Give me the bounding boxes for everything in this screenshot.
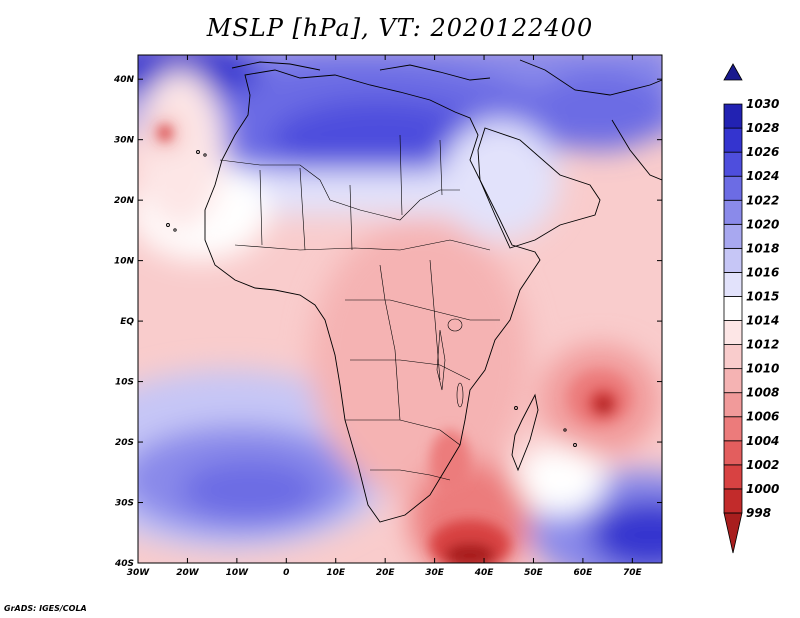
colorbar-label: 1002 [746, 458, 779, 472]
colorbar-label: 998 [746, 506, 771, 520]
colorbar-segment [723, 368, 743, 394]
colorbar-segment [723, 512, 743, 554]
lat-label: 10N [114, 257, 135, 267]
colorbar-segment [723, 392, 743, 418]
map-title: MSLP [hPa], VT: 2020122400 [206, 14, 594, 42]
colorbar-segment [723, 344, 743, 370]
colorbar-segment [723, 223, 743, 249]
colorbar-label: 1008 [746, 386, 779, 400]
lon-label: 10W [226, 568, 250, 578]
lon-label: 20W [176, 568, 200, 578]
colorbar-label: 1014 [746, 314, 779, 328]
colorbar-segment [723, 127, 743, 153]
colorbar-segment [723, 440, 743, 466]
colorbar-label: 1016 [746, 265, 779, 279]
lat-label: 40S [114, 559, 134, 569]
colorbar-segment [723, 151, 743, 177]
colorbar-label: 1010 [746, 362, 779, 376]
lon-label: 20E [376, 568, 396, 578]
colorbar-label: 1030 [746, 97, 779, 111]
colorbar-segment [723, 296, 743, 321]
lon-label: 10E [326, 568, 346, 578]
colorbar-segment [723, 247, 743, 273]
colorbar-segment [723, 63, 743, 81]
colorbar-label: 1028 [746, 121, 779, 135]
pressure-field [138, 55, 662, 563]
colorbar-segment [723, 199, 743, 225]
axis-ticks [137, 55, 662, 564]
colorbar-segment [723, 175, 743, 201]
colorbar-label: 1026 [746, 145, 779, 159]
colorbar-label: 1012 [746, 338, 779, 352]
colorbar-segment [723, 416, 743, 442]
colorbar-label: 1020 [746, 217, 779, 231]
credit-text: GrADS: IGES/COLA [4, 604, 87, 613]
lon-label: 70E [623, 568, 643, 578]
colorbar-segment [723, 488, 743, 514]
lat-label: 40N [113, 75, 135, 85]
lat-label: 30N [114, 136, 135, 146]
lon-label: 30E [425, 568, 445, 578]
lon-label: 40E [474, 568, 495, 578]
colorbar: 998 1000 1002 1004 1006 1008 1010 1012 1014 1015 1… [723, 63, 779, 554]
lat-label: 10S [115, 378, 134, 388]
colorbar-segment [723, 464, 743, 490]
latitude-axis: 40S 30S 20S 10S EQ 10N 20N 30N 40N [113, 75, 135, 569]
colorbar-label: 1018 [746, 241, 779, 255]
lat-label: 20S [115, 438, 134, 448]
colorbar-label: 1015 [746, 289, 779, 303]
colorbar-label: 1024 [746, 169, 779, 183]
lat-label: 30S [115, 499, 134, 509]
lon-label: 60E [574, 568, 594, 578]
map-frame [137, 54, 663, 564]
longitude-axis: 30W 20W 10W 0 10E 20E 30E 40E 50E 60E 70E [127, 568, 643, 578]
lon-label: 30W [127, 568, 151, 578]
colorbar-segment [723, 272, 743, 297]
lon-label: 0 [283, 568, 289, 578]
colorbar-label: 1022 [746, 193, 779, 207]
coastlines [166, 59, 662, 523]
lat-label: EQ [120, 317, 134, 327]
lon-label: 50E [524, 568, 544, 578]
colorbar-label: 1000 [746, 482, 779, 496]
colorbar-label: 1006 [746, 410, 779, 424]
colorbar-segment [723, 103, 743, 129]
colorbar-label: 1004 [746, 434, 779, 448]
lat-label: 20N [114, 196, 135, 206]
colorbar-segment [723, 320, 743, 345]
